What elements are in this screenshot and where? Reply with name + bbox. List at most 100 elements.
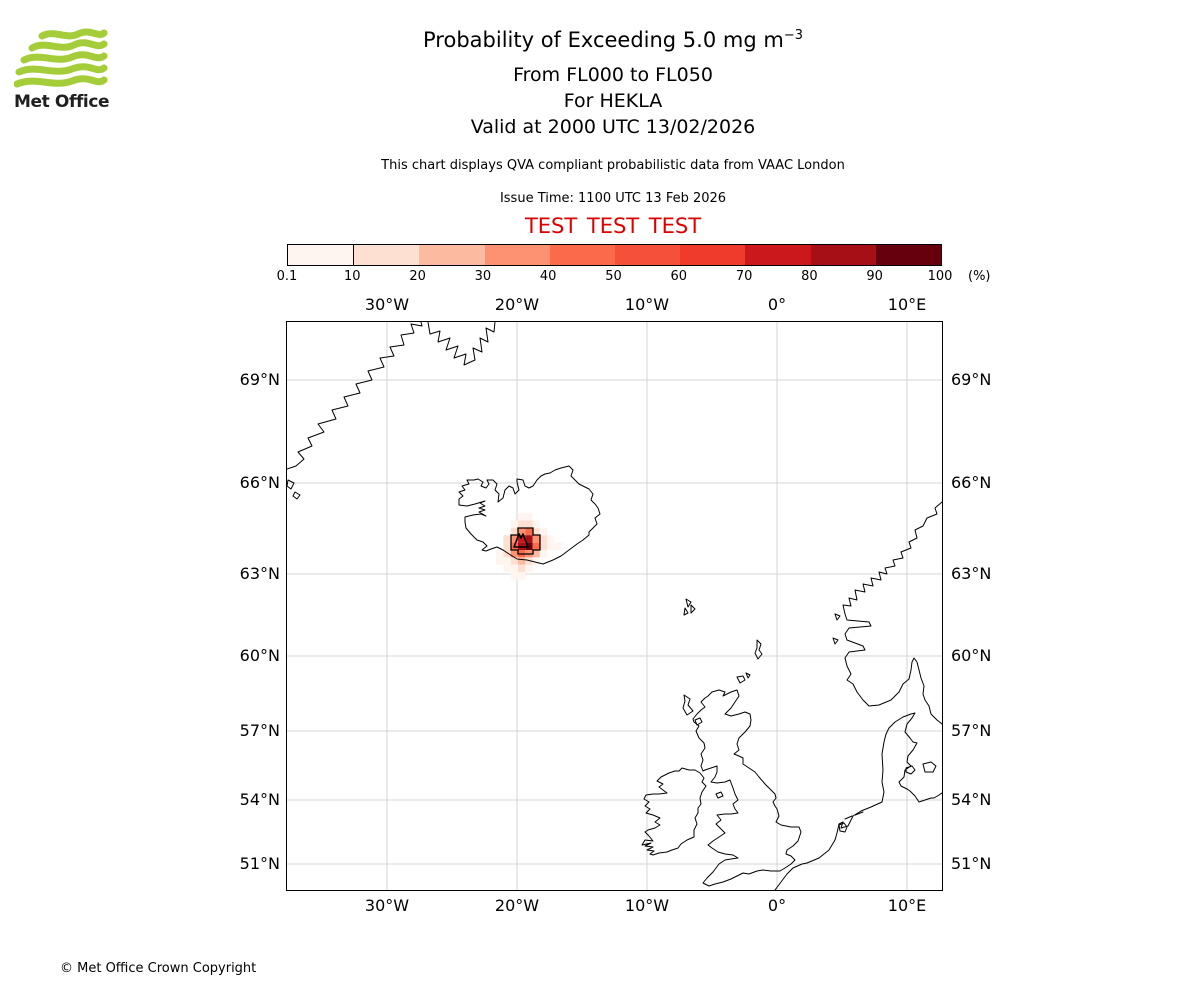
ash-cell: [532, 550, 540, 558]
latitude-tick-label: 66°N: [239, 473, 280, 492]
latitude-tick-label: 63°N: [951, 564, 992, 583]
ash-cell: [532, 535, 540, 543]
ash-cell: [525, 527, 533, 536]
subtitle-flight-levels: From FL000 to FL050: [513, 64, 713, 86]
colorbar-segment: [484, 245, 550, 265]
longitude-tick-label: 10°E: [887, 295, 927, 314]
longitude-tick-label: 0°: [767, 295, 787, 314]
ash-cell: [532, 557, 540, 565]
subtitle-volcano: For HEKLA: [563, 90, 663, 112]
colorbar-segment: [288, 245, 355, 265]
map-canvas: [286, 321, 943, 891]
ash-cell: [554, 542, 562, 550]
coastline-outer-hebrides: [682, 694, 694, 716]
ash-cell: [525, 513, 533, 521]
ash-cell: [503, 550, 511, 558]
colorbar-segment: [615, 245, 681, 265]
ash-cell: [547, 535, 555, 543]
coastline-greenland-islands: [287, 479, 301, 500]
longitude-tick-label: 10°W: [624, 896, 670, 915]
coastline-iceland: [458, 465, 601, 565]
map-plot: [287, 322, 942, 890]
volcano-marker-icon: [513, 533, 529, 548]
ash-cell: [539, 527, 548, 536]
colorbar-segment: [419, 245, 485, 265]
colorbar-tick-label: 90: [866, 269, 883, 284]
ash-cell: [510, 564, 518, 573]
ash-probability-cells: [496, 513, 562, 580]
longitude-tick-label: 10°W: [624, 295, 670, 314]
longitude-tick-label: 30°W: [364, 896, 410, 915]
ash-cell: [503, 557, 511, 565]
graticule-grid: [287, 322, 942, 890]
ash-cell: [510, 527, 518, 536]
coastline-orkney: [736, 672, 751, 684]
ash-cell: [496, 557, 504, 565]
colorbar-tick-label: 40: [539, 269, 557, 284]
page-title: Probability of Exceeding 5.0 mg m−3: [423, 28, 803, 52]
qva-note: This chart displays QVA compliant probab…: [381, 158, 845, 173]
ash-cell: [510, 572, 518, 580]
colorbar-tick-label: 30: [474, 269, 492, 284]
ash-cell: [503, 542, 511, 550]
latitude-tick-label: 66°N: [951, 473, 992, 492]
ash-cell: [517, 513, 526, 521]
copyright-text: © Met Office Crown Copyright: [60, 961, 257, 976]
colorbar-tick-label: 100: [927, 269, 953, 284]
subtitle-valid-time: Valid at 2000 UTC 13/02/2026: [470, 116, 756, 138]
latitude-tick-label: 54°N: [239, 790, 280, 809]
ash-cell: [547, 542, 555, 550]
colorbar-unit: (%): [968, 269, 991, 284]
colorbar-segment: [549, 245, 616, 265]
issue-time: Issue Time: 1100 UTC 13 Feb 2026: [499, 191, 727, 206]
colorbar-tick-label: 50: [605, 269, 622, 284]
coastline-greenland: [287, 322, 423, 470]
colorbar-tick-label: 70: [735, 269, 753, 284]
latitude-tick-label: 51°N: [239, 854, 280, 873]
latitude-tick-label: 60°N: [951, 646, 992, 665]
ash-cell: [525, 542, 533, 550]
colorbar-tick-label: 20: [409, 269, 426, 284]
coastline-norway-islands: [832, 613, 841, 645]
ash-cell: [496, 550, 504, 558]
ash-cell: [510, 520, 518, 528]
latitude-tick-label: 51°N: [951, 854, 992, 873]
coastline-great-britain: [692, 689, 802, 887]
longitude-tick-label: 0°: [767, 896, 787, 915]
longitude-tick-label: 20°W: [494, 896, 540, 915]
ash-cell: [532, 542, 540, 550]
colorbar-tick-label: 0.1: [276, 269, 298, 284]
ash-cell: [539, 542, 548, 550]
ash-cell: [532, 520, 540, 528]
colorbar-segment: [875, 245, 942, 265]
ash-cell: [539, 535, 548, 543]
ash-cell: [517, 572, 526, 580]
latitude-tick-label: 60°N: [239, 646, 280, 665]
ash-cell: [510, 557, 518, 565]
colorbar-segment: [810, 245, 876, 265]
coastline-wadden-ijsselmeer: [838, 811, 864, 833]
met-office-logo: Met Office: [14, 26, 114, 112]
ash-cell: [525, 535, 533, 543]
ash-cell: [503, 535, 511, 543]
ash-cell: [525, 564, 533, 573]
coastline-isle-of-man: [715, 791, 724, 799]
ash-cell: [517, 527, 526, 536]
coastline-continental-europe: [774, 712, 942, 890]
ash-cell: [510, 550, 518, 558]
ash-cell: [525, 520, 533, 528]
coastlines: [287, 322, 942, 890]
coastline-norway-sweden: [842, 501, 942, 725]
ash-contour-line: [510, 527, 541, 555]
title-text: Probability of Exceeding 5.0 mg m: [423, 28, 784, 52]
logo-text: Met Office: [14, 92, 110, 112]
latitude-tick-label: 57°N: [951, 721, 992, 740]
ash-cell: [517, 564, 526, 573]
longitude-tick-label: 10°E: [887, 896, 927, 915]
latitude-tick-label: 69°N: [951, 370, 992, 389]
colorbar-tick-label: 10: [344, 269, 361, 284]
coastline-ireland: [641, 767, 707, 856]
latitude-tick-label: 54°N: [951, 790, 992, 809]
ash-cell: [510, 535, 518, 543]
